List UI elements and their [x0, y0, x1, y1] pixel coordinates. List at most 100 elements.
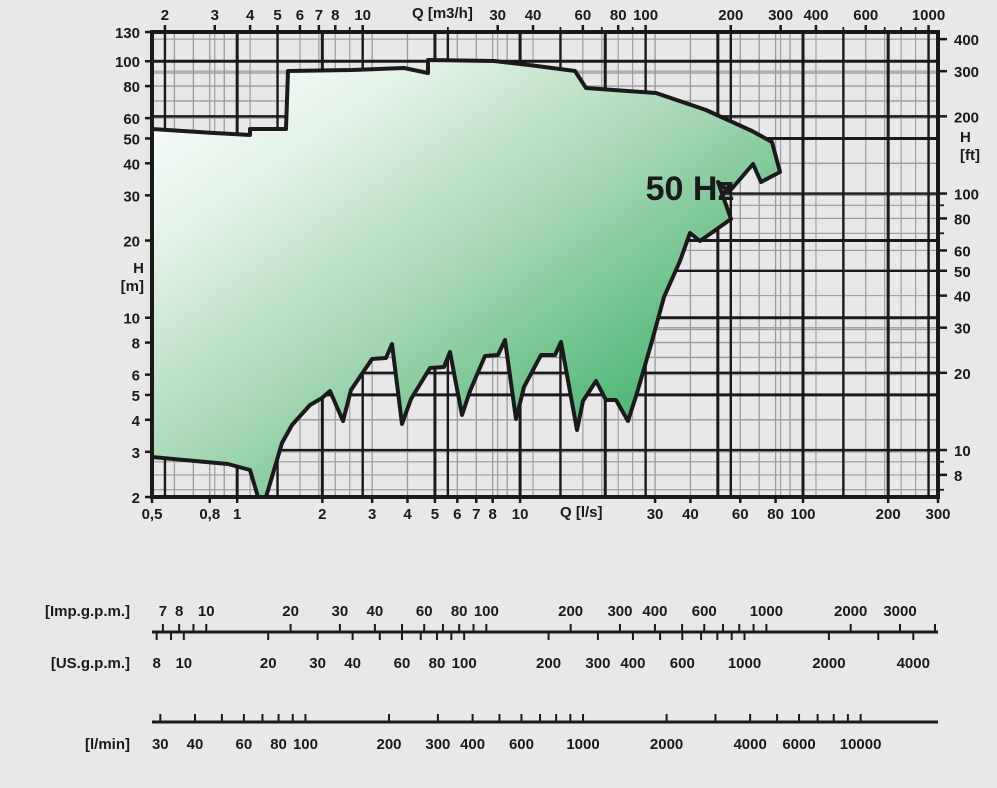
- unit-scale-label: 1000: [750, 603, 783, 620]
- unit-scale-label: 60: [416, 603, 433, 620]
- tick-label-top: 80: [610, 7, 627, 24]
- tick-label-right: 8: [954, 468, 962, 485]
- unit-scale-label: 40: [367, 603, 384, 620]
- tick-label-right: 200: [954, 109, 979, 126]
- tick-label-left: 20: [123, 234, 140, 251]
- tick-label-bottom: 10: [512, 506, 529, 523]
- tick-label-top: 100: [633, 7, 658, 24]
- axis-tick-marks: [145, 25, 947, 503]
- tick-label-bottom: 6: [453, 506, 461, 523]
- tick-label-right: 80: [954, 211, 971, 228]
- unit-scale-label: 600: [692, 603, 717, 620]
- unit-scale-label: 80: [451, 603, 468, 620]
- tick-label-left: 30: [123, 188, 140, 205]
- unit-scale-label: 7: [159, 603, 167, 620]
- top-axis-title: Q [m3/h]: [412, 5, 473, 22]
- tick-label-right: 300: [954, 64, 979, 81]
- tick-label-top: 1000: [912, 7, 945, 24]
- tick-label-bottom: 0,8: [199, 506, 220, 523]
- tick-label-left: 10: [123, 311, 140, 328]
- unit-scale-label: 10000: [840, 736, 882, 753]
- unit-scale-us-gpm: 8 10 20 30 40 60 80 100 200 300 400 600 1000 2000 4000…: [51, 630, 938, 672]
- unit-scale-label: 10: [175, 655, 192, 672]
- tick-label-left: 2: [132, 490, 140, 507]
- tick-label-top: 2: [161, 7, 169, 24]
- tick-label-bottom: 60: [732, 506, 749, 523]
- tick-label-left: 40: [123, 156, 140, 173]
- tick-label-top: 60: [575, 7, 592, 24]
- unit-scale-label: 20: [260, 655, 277, 672]
- performance-envelope-group: [152, 58, 782, 497]
- tick-label-bottom: 8: [489, 506, 497, 523]
- tick-label-top: 200: [718, 7, 743, 24]
- unit-scale-label: 600: [670, 655, 695, 672]
- unit-scale-label: 40: [344, 655, 361, 672]
- tick-label-bottom: 100: [790, 506, 815, 523]
- bottom-axis-title: Q [l/s]: [560, 504, 603, 521]
- right-axis-title-line1: H: [960, 129, 971, 146]
- unit-scale-label: 400: [642, 603, 667, 620]
- unit-scale-label: 80: [429, 655, 446, 672]
- tick-label-left: 50: [123, 131, 140, 148]
- tick-label-right: 100: [954, 187, 979, 204]
- unit-scale-label: 2000: [812, 655, 845, 672]
- unit-scale-label: 200: [377, 736, 402, 753]
- unit-scale-label: 30: [309, 655, 326, 672]
- unit-conversion-scales: 7 8 10 20 30 40 60 80 100 200 300 400 600 1000 2000 300…: [45, 603, 938, 753]
- tick-label-right: 20: [954, 366, 971, 383]
- unit-scale-label: 30: [152, 736, 169, 753]
- tick-label-bottom: 4: [403, 506, 412, 523]
- unit-scale-label: 100: [293, 736, 318, 753]
- unit-scale-name: [US.g.p.m.]: [51, 655, 130, 672]
- right-axis-title-line2: [ft]: [960, 147, 980, 164]
- unit-scale-name: [Imp.g.p.m.]: [45, 603, 130, 620]
- unit-scale-label: 200: [536, 655, 561, 672]
- tick-label-bottom: 0,5: [142, 506, 163, 523]
- tick-label-top: 4: [246, 7, 255, 24]
- unit-scale-label: 400: [620, 655, 645, 672]
- unit-scale-label: 1000: [728, 655, 761, 672]
- tick-label-left: 6: [132, 368, 140, 385]
- unit-scale-label: 8: [152, 655, 160, 672]
- left-axis-title-line1: H: [133, 260, 144, 277]
- plot-frame: [150, 30, 940, 499]
- unit-scale-label: 600: [509, 736, 534, 753]
- unit-scale-label: 60: [394, 655, 411, 672]
- unit-scale-label: 40: [187, 736, 204, 753]
- unit-scale-label: 60: [236, 736, 253, 753]
- tick-label-top: 7: [315, 7, 323, 24]
- tick-label-bottom: 2: [318, 506, 326, 523]
- tick-label-left: 3: [132, 445, 140, 462]
- tick-label-bottom: 5: [431, 506, 439, 523]
- unit-scale-label: 2000: [834, 603, 867, 620]
- tick-label-left: 80: [123, 79, 140, 96]
- performance-envelope: [152, 58, 782, 497]
- unit-scale-label: 300: [607, 603, 632, 620]
- left-axis-title-line2: [m]: [121, 278, 144, 295]
- tick-label-left: 4: [132, 413, 141, 430]
- tick-label-top: 10: [354, 7, 371, 24]
- tick-label-bottom: 200: [876, 506, 901, 523]
- unit-scale-label: 10: [198, 603, 215, 620]
- unit-scale-label: 80: [270, 736, 287, 753]
- unit-scale-label: 200: [558, 603, 583, 620]
- unit-scale-label: 4000: [733, 736, 766, 753]
- tick-label-left: 100: [115, 54, 140, 71]
- unit-scale-label: 100: [452, 655, 477, 672]
- unit-scale-label: 2000: [650, 736, 683, 753]
- unit-scale-label: 6000: [782, 736, 815, 753]
- tick-label-left: 130: [115, 25, 140, 42]
- tick-label-bottom: 30: [647, 506, 664, 523]
- unit-scale-label: 4000: [897, 655, 930, 672]
- unit-scale-label: 100: [474, 603, 499, 620]
- frequency-annotation: 50 Hz: [646, 170, 735, 208]
- tick-label-right: 50: [954, 264, 971, 281]
- unit-scale-label: 400: [460, 736, 485, 753]
- unit-scale-label: 30: [332, 603, 349, 620]
- tick-label-top: 3: [211, 7, 219, 24]
- tick-label-left: 8: [132, 336, 140, 353]
- tick-label-right: 60: [954, 243, 971, 260]
- tick-label-bottom: 300: [925, 506, 950, 523]
